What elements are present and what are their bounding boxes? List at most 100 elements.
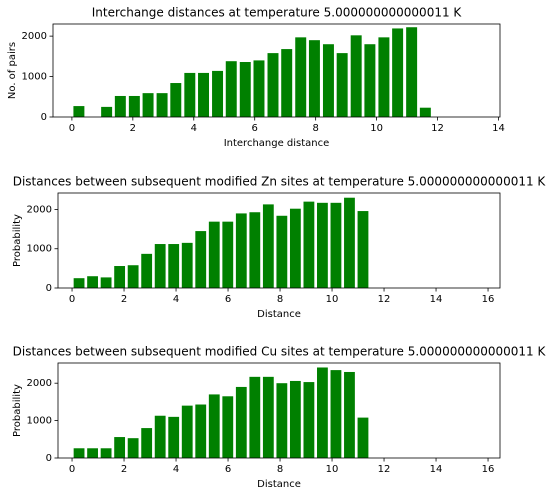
bar — [100, 448, 112, 458]
x-tick-label: 12 — [378, 464, 391, 475]
axes-frame — [52, 23, 501, 118]
y-tick-label: 2000 — [27, 204, 52, 215]
bar — [114, 437, 126, 458]
bar — [73, 448, 85, 458]
bar — [128, 95, 140, 117]
x-tick-label: 12 — [378, 294, 391, 305]
x-tick-label: 10 — [326, 464, 339, 475]
bar — [330, 202, 342, 288]
bar — [357, 417, 369, 458]
bar — [198, 72, 210, 117]
y-axis-label: Probability — [12, 384, 23, 437]
x-axis-label: Distance — [257, 479, 301, 490]
bar — [364, 44, 376, 117]
bar — [142, 93, 154, 117]
y-tick-label: 0 — [46, 453, 52, 464]
chart-title: Interchange distances at temperature 5.0… — [92, 6, 463, 20]
bar — [141, 428, 153, 458]
bar — [276, 215, 288, 288]
bar — [235, 213, 247, 288]
x-axis-label: Interchange distance — [224, 138, 330, 149]
x-tick-label: 8 — [312, 123, 318, 134]
bar — [87, 276, 98, 288]
bar — [239, 62, 251, 117]
bar — [253, 60, 265, 117]
bar — [322, 44, 334, 117]
bar — [154, 415, 166, 458]
bar — [195, 231, 207, 288]
bar — [289, 380, 301, 458]
bar — [392, 28, 404, 117]
bar — [127, 438, 139, 458]
bar — [141, 253, 153, 288]
bar — [114, 95, 126, 117]
bar — [154, 244, 166, 288]
bar — [281, 49, 293, 117]
x-tick-label: 8 — [277, 294, 283, 305]
y-tick-label: 2000 — [27, 378, 52, 389]
bar — [276, 383, 288, 458]
x-tick-label: 4 — [191, 123, 197, 134]
bar — [350, 35, 362, 117]
bar — [235, 386, 247, 458]
x-tick-label: 16 — [482, 294, 495, 305]
bar — [208, 394, 220, 458]
y-tick-label: 1000 — [27, 416, 52, 427]
bar — [100, 277, 112, 288]
bar — [225, 61, 237, 117]
bar — [357, 211, 369, 288]
bar — [170, 83, 182, 117]
bar — [378, 37, 390, 118]
bar — [406, 27, 418, 117]
x-tick-label: 14 — [430, 464, 443, 475]
x-tick-label: 2 — [130, 123, 136, 134]
axes-frame — [57, 362, 501, 459]
bar — [303, 382, 315, 458]
y-axis-label: Probability — [12, 214, 23, 267]
bar — [336, 53, 348, 117]
x-tick-label: 10 — [370, 123, 383, 134]
bar — [344, 371, 355, 458]
bar — [222, 221, 234, 288]
bar — [330, 370, 342, 458]
bar — [101, 106, 113, 117]
bar — [168, 244, 180, 288]
y-tick-label: 1000 — [22, 72, 47, 83]
bar — [295, 37, 307, 118]
bar — [168, 416, 180, 458]
bar — [267, 53, 279, 117]
bar — [181, 405, 193, 458]
x-axis-label: Distance — [257, 309, 301, 320]
bar — [344, 197, 355, 288]
bar — [195, 404, 207, 458]
bar — [419, 107, 431, 117]
bar — [212, 70, 224, 117]
axes-frame — [57, 192, 501, 289]
bar — [127, 265, 139, 288]
y-axis-label: No. of pairs — [7, 42, 18, 99]
x-tick-label: 0 — [69, 294, 75, 305]
bar — [114, 266, 126, 288]
bar — [289, 208, 301, 288]
bar — [317, 202, 328, 288]
chart-title: Distances between subsequent modified Zn… — [13, 175, 547, 189]
x-tick-label: 12 — [431, 123, 444, 134]
bar — [73, 106, 85, 117]
bar — [262, 376, 274, 458]
y-tick-label: 0 — [41, 112, 47, 123]
x-tick-label: 4 — [173, 464, 179, 475]
bar — [184, 72, 196, 117]
bar — [87, 448, 98, 458]
bar — [181, 242, 193, 288]
x-tick-label: 0 — [69, 123, 75, 134]
bar — [262, 204, 274, 288]
bar — [317, 367, 328, 458]
bar — [249, 212, 261, 288]
x-tick-label: 14 — [430, 294, 443, 305]
x-tick-label: 8 — [277, 464, 283, 475]
y-tick-label: 2000 — [22, 31, 47, 42]
chart-title: Distances between subsequent modified Cu… — [13, 345, 547, 359]
x-tick-label: 16 — [482, 464, 495, 475]
x-tick-label: 0 — [69, 464, 75, 475]
x-tick-label: 6 — [225, 294, 231, 305]
